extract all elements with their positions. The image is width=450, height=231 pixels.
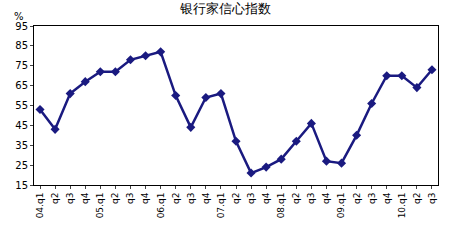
- svg-text:q4: q4: [140, 192, 150, 204]
- svg-text:q4: q4: [382, 192, 392, 204]
- svg-text:85: 85: [15, 40, 28, 51]
- svg-text:95: 95: [15, 21, 28, 32]
- svg-text:75: 75: [15, 60, 28, 71]
- svg-text:q4: q4: [80, 192, 90, 204]
- svg-text:q2: q2: [412, 193, 422, 204]
- svg-text:25: 25: [15, 160, 28, 171]
- svg-text:65: 65: [15, 80, 28, 91]
- svg-text:04.q1: 04.q1: [35, 193, 45, 219]
- svg-text:05.q1: 05.q1: [95, 193, 105, 219]
- svg-text:55: 55: [15, 100, 28, 111]
- svg-text:q2: q2: [291, 193, 301, 204]
- svg-text:45: 45: [15, 120, 28, 131]
- svg-text:q3: q3: [246, 193, 256, 204]
- svg-text:q3: q3: [367, 193, 377, 204]
- svg-text:q2: q2: [50, 193, 60, 204]
- svg-text:q2: q2: [352, 193, 362, 204]
- svg-text:q2: q2: [171, 193, 181, 204]
- svg-text:q3: q3: [186, 193, 196, 204]
- svg-text:08.q1: 08.q1: [276, 193, 286, 219]
- svg-text:q2: q2: [231, 193, 241, 204]
- svg-text:09.q1: 09.q1: [336, 193, 346, 219]
- svg-text:35: 35: [15, 140, 28, 151]
- svg-text:07.q1: 07.q1: [216, 193, 226, 219]
- svg-text:q4: q4: [261, 192, 271, 204]
- svg-text:q3: q3: [65, 193, 75, 204]
- svg-text:06.q1: 06.q1: [156, 193, 166, 219]
- svg-text:q2: q2: [110, 193, 120, 204]
- svg-text:10.q1: 10.q1: [397, 193, 407, 219]
- svg-text:q4: q4: [321, 192, 331, 204]
- svg-text:q3: q3: [427, 193, 437, 204]
- svg-text:银行家信心指数: 银行家信心指数: [179, 1, 271, 16]
- svg-text:15: 15: [15, 180, 28, 191]
- svg-text:q3: q3: [125, 193, 135, 204]
- svg-text:%: %: [14, 11, 24, 22]
- svg-text:q4: q4: [201, 192, 211, 204]
- svg-text:q3: q3: [306, 193, 316, 204]
